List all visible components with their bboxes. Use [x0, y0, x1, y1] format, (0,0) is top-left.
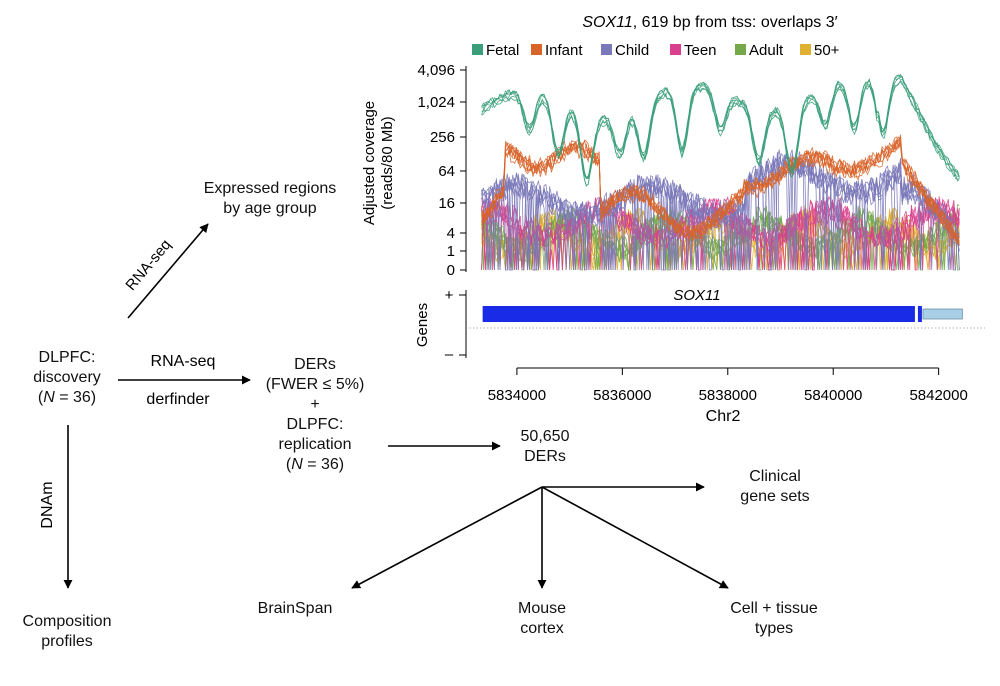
- chart-title-gene: SOX11: [582, 14, 632, 31]
- replication-n-value: = 36): [302, 456, 345, 473]
- x-axis-ticks: 5834000 5836000 5838000 5840000 5842000: [488, 368, 968, 404]
- node-cell-line2: types: [754, 620, 794, 637]
- y-axis-ticks: 4,096 1,024 256 64 16 41 0: [417, 62, 466, 279]
- genes-track-label: Genes: [414, 303, 431, 347]
- coverage-line: [481, 141, 960, 244]
- series-child-group: [481, 149, 960, 271]
- chart-title-rest: , 619 bp from tss: overlaps 3′: [633, 14, 838, 31]
- gene-exon-bar-end: [917, 306, 922, 322]
- series-fetal-group: [481, 73, 960, 187]
- node-clinical-line2: gene sets: [740, 488, 810, 505]
- node-ders-plus: +: [310, 396, 320, 413]
- y-tick-label: 16: [438, 195, 455, 212]
- arrow-to-expressed: [127, 223, 209, 319]
- legend-label: Fetal: [486, 42, 519, 59]
- node-composition-line1: Composition: [22, 613, 112, 630]
- chart-ylabel-1: Adjusted coverage: [361, 101, 378, 225]
- edge-label-dnam: DNAm: [39, 481, 56, 528]
- coverage-line: [481, 155, 960, 271]
- gene-exon-bar: [482, 306, 915, 322]
- x-tick-label: 5842000: [909, 387, 967, 404]
- replication-n-open: (: [285, 456, 292, 473]
- x-tick-label: 5834000: [488, 387, 546, 404]
- node-dlpfc-discovery-line1: DLPFC:: [38, 349, 96, 366]
- discovery-n-symbol: N: [43, 389, 55, 406]
- legend-label: Teen: [684, 42, 717, 59]
- node-mouse-cortex: Mouse cortex: [502, 599, 582, 639]
- genes-strand-minus: –: [445, 346, 454, 363]
- legend-label: Infant: [545, 42, 583, 59]
- coverage-chart: SOX11, 619 bp from tss: overlaps 3′ Feta…: [361, 14, 985, 425]
- genes-strand-plus: +: [445, 287, 454, 304]
- x-tick-label: 5838000: [699, 387, 757, 404]
- node-mouse-line2: cortex: [520, 620, 564, 637]
- y-tick-label: 1,024: [417, 94, 455, 111]
- arrow-to-brainspan: [351, 486, 543, 589]
- edge-label-derfinder: derfinder: [146, 391, 210, 408]
- node-ders-line5: (N = 36): [250, 455, 380, 475]
- arrow-to-cell: [541, 486, 729, 589]
- x-tick-label: 5840000: [804, 387, 862, 404]
- coverage-line: [481, 75, 960, 179]
- coverage-line: [481, 156, 960, 271]
- y-tick-label: 0: [447, 262, 455, 279]
- replication-n-symbol: N: [291, 456, 303, 473]
- node-ders-replication: DERs (FWER ≤ 5%) + DLPFC: replication (N…: [250, 355, 380, 475]
- chart-title: SOX11, 619 bp from tss: overlaps 3′: [582, 14, 837, 31]
- edge-label-rnaseq-diag: RNA-seq: [122, 236, 174, 294]
- node-ders-count: 50,650 DERs: [505, 427, 585, 467]
- gene-utr-bar: [922, 308, 963, 320]
- edge-label-rnaseq-horiz: RNA-seq: [151, 353, 216, 370]
- node-composition-profiles: Composition profiles: [12, 612, 122, 652]
- node-ders-line1: DERs: [294, 356, 336, 373]
- node-expressed-line2: by age group: [223, 200, 317, 217]
- discovery-n-open: (: [37, 389, 44, 406]
- node-ders-line2: (FWER ≤ 5%): [265, 376, 365, 393]
- node-composition-line2: profiles: [41, 633, 93, 650]
- legend-label: Adult: [749, 42, 784, 59]
- x-axis-label: Chr2: [706, 408, 741, 425]
- legend-swatch: [601, 44, 612, 55]
- node-ders-count-line2: DERs: [524, 448, 566, 465]
- legend-label: 50+: [814, 42, 840, 59]
- chart-legend: Fetal Infant Child Teen Adult 50+: [472, 42, 840, 59]
- y-tick-label: 64: [438, 163, 455, 180]
- flow-arrows: [63, 223, 729, 589]
- coverage-series: [481, 73, 960, 271]
- node-brainspan: BrainSpan: [257, 600, 333, 617]
- x-tick-label: 5836000: [593, 387, 651, 404]
- coverage-line: [481, 73, 960, 179]
- legend-swatch: [735, 44, 746, 55]
- node-expressed-regions: Expressed regions by age group: [190, 179, 350, 219]
- discovery-n-value: = 36): [54, 389, 97, 406]
- node-expressed-line1: Expressed regions: [203, 180, 337, 197]
- node-clinical-gene-sets: Clinical gene sets: [725, 467, 825, 507]
- legend-swatch: [472, 44, 483, 55]
- node-clinical-line1: Clinical: [749, 468, 801, 485]
- y-tick-label: 4,096: [417, 62, 455, 79]
- legend-swatch: [670, 44, 681, 55]
- coverage-line: [481, 80, 960, 186]
- legend-swatch: [800, 44, 811, 55]
- node-ders-line3: DLPFC:: [286, 416, 344, 433]
- node-cell-tissue-types: Cell + tissue types: [712, 599, 836, 639]
- legend-label: Child: [615, 42, 649, 59]
- y-tick-label: 4: [447, 225, 455, 242]
- node-dlpfc-discovery: DLPFC: discovery (N = 36): [22, 348, 112, 408]
- node-dlpfc-discovery-line2: discovery: [33, 369, 101, 386]
- y-tick-label: 1: [447, 243, 455, 260]
- node-dlpfc-discovery-line3: (N = 36): [22, 388, 112, 408]
- node-mouse-line1: Mouse: [517, 600, 567, 617]
- y-tick-label: 256: [430, 129, 455, 146]
- legend-swatch: [531, 44, 542, 55]
- gene-name-label: SOX11: [673, 287, 720, 304]
- node-ders-line4: replication: [278, 436, 352, 453]
- node-cell-line1: Cell + tissue: [730, 600, 818, 617]
- node-ders-count-line1: 50,650: [520, 428, 570, 445]
- chart-ylabel-2: (reads/80 Mb): [379, 116, 396, 209]
